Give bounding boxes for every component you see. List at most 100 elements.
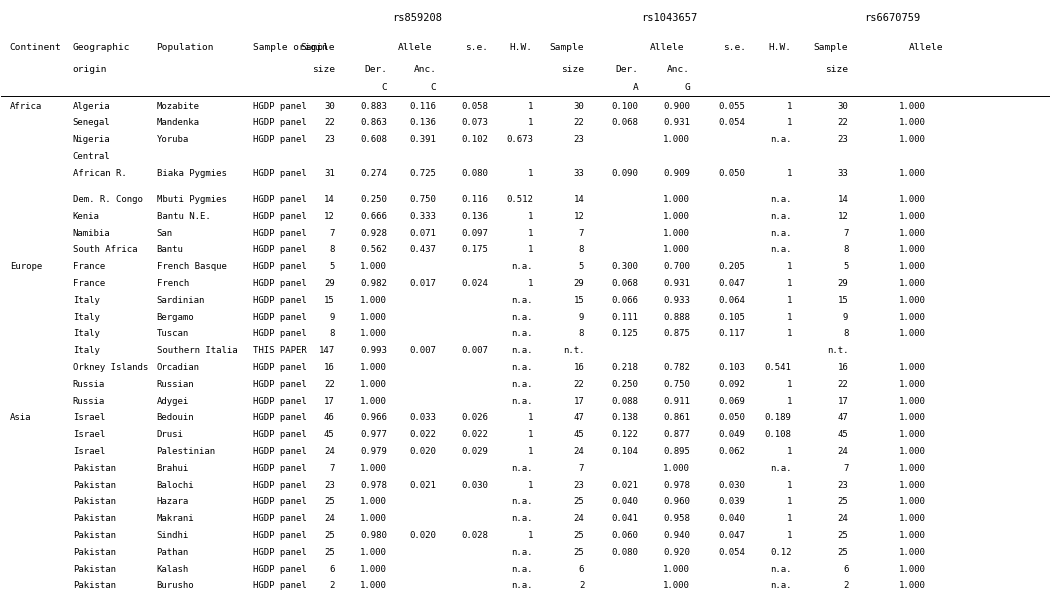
Text: 0.931: 0.931 xyxy=(663,118,691,128)
Text: H.W.: H.W. xyxy=(768,43,791,52)
Text: 1.000: 1.000 xyxy=(360,296,387,305)
Text: 1: 1 xyxy=(528,481,533,489)
Text: n.a.: n.a. xyxy=(770,135,791,144)
Text: 1: 1 xyxy=(786,169,791,178)
Text: HGDP panel: HGDP panel xyxy=(253,279,307,288)
Text: s.e.: s.e. xyxy=(723,43,745,52)
Text: 0.020: 0.020 xyxy=(410,531,436,540)
Text: n.a.: n.a. xyxy=(512,262,533,271)
Text: 1.000: 1.000 xyxy=(899,245,926,254)
Text: 0.136: 0.136 xyxy=(410,118,436,128)
Text: 0.979: 0.979 xyxy=(360,447,387,456)
Text: 6: 6 xyxy=(579,565,584,574)
Text: Continent: Continent xyxy=(9,43,62,52)
Text: 23: 23 xyxy=(838,135,848,144)
Text: 0.977: 0.977 xyxy=(360,430,387,439)
Text: Pakistan: Pakistan xyxy=(73,481,116,489)
Text: n.a.: n.a. xyxy=(770,582,791,590)
Text: n.a.: n.a. xyxy=(512,497,533,507)
Text: 0.218: 0.218 xyxy=(612,363,639,372)
Text: n.a.: n.a. xyxy=(770,229,791,238)
Text: 0.940: 0.940 xyxy=(663,531,691,540)
Text: n.a.: n.a. xyxy=(512,565,533,574)
Text: n.a.: n.a. xyxy=(512,397,533,406)
Text: HGDP panel: HGDP panel xyxy=(253,195,307,204)
Text: 0.007: 0.007 xyxy=(410,346,436,355)
Text: 1.000: 1.000 xyxy=(663,195,691,204)
Text: n.a.: n.a. xyxy=(770,565,791,574)
Text: 0.920: 0.920 xyxy=(663,548,691,557)
Text: 1: 1 xyxy=(786,481,791,489)
Text: Allele: Allele xyxy=(397,43,432,52)
Text: 5: 5 xyxy=(329,262,334,271)
Text: 1: 1 xyxy=(528,229,533,238)
Text: 0.931: 0.931 xyxy=(663,279,691,288)
Text: 23: 23 xyxy=(324,135,334,144)
Text: 1: 1 xyxy=(786,531,791,540)
Text: 5: 5 xyxy=(843,262,848,271)
Text: 1.000: 1.000 xyxy=(663,582,691,590)
Text: HGDP panel: HGDP panel xyxy=(253,464,307,473)
Text: 7: 7 xyxy=(329,464,334,473)
Text: 33: 33 xyxy=(574,169,584,178)
Text: Africa: Africa xyxy=(9,102,42,110)
Text: rs6670759: rs6670759 xyxy=(864,13,921,23)
Text: 0.049: 0.049 xyxy=(719,430,745,439)
Text: 0.750: 0.750 xyxy=(663,380,691,389)
Text: 15: 15 xyxy=(574,296,584,305)
Text: 0.097: 0.097 xyxy=(461,229,488,238)
Text: 0.030: 0.030 xyxy=(719,481,745,489)
Text: Russian: Russian xyxy=(157,380,194,389)
Text: 1.000: 1.000 xyxy=(360,329,387,339)
Text: 8: 8 xyxy=(329,245,334,254)
Text: HGDP panel: HGDP panel xyxy=(253,582,307,590)
Text: 0.040: 0.040 xyxy=(719,514,745,523)
Text: 7: 7 xyxy=(843,229,848,238)
Text: 16: 16 xyxy=(838,363,848,372)
Text: n.a.: n.a. xyxy=(512,582,533,590)
Text: HGDP panel: HGDP panel xyxy=(253,211,307,221)
Text: Namibia: Namibia xyxy=(73,229,110,238)
Text: Geographic: Geographic xyxy=(73,43,130,52)
Text: 0.092: 0.092 xyxy=(719,380,745,389)
Text: Yoruba: Yoruba xyxy=(157,135,189,144)
Text: 1.000: 1.000 xyxy=(899,397,926,406)
Text: Allele: Allele xyxy=(651,43,685,52)
Text: A: A xyxy=(633,83,639,91)
Text: HGDP panel: HGDP panel xyxy=(253,329,307,339)
Text: HGDP panel: HGDP panel xyxy=(253,229,307,238)
Text: C: C xyxy=(382,83,387,91)
Text: Pakistan: Pakistan xyxy=(73,497,116,507)
Text: 30: 30 xyxy=(574,102,584,110)
Text: H.W.: H.W. xyxy=(510,43,533,52)
Text: n.a.: n.a. xyxy=(512,514,533,523)
Text: 24: 24 xyxy=(574,514,584,523)
Text: 23: 23 xyxy=(574,135,584,144)
Text: 0.021: 0.021 xyxy=(612,481,639,489)
Text: 0.102: 0.102 xyxy=(461,135,488,144)
Text: 14: 14 xyxy=(574,195,584,204)
Text: 1: 1 xyxy=(528,211,533,221)
Text: 147: 147 xyxy=(318,346,334,355)
Text: South Africa: South Africa xyxy=(73,245,138,254)
Text: 0.978: 0.978 xyxy=(663,481,691,489)
Text: 22: 22 xyxy=(838,118,848,128)
Text: 2: 2 xyxy=(843,582,848,590)
Text: 0.673: 0.673 xyxy=(506,135,533,144)
Text: 0.189: 0.189 xyxy=(765,413,791,422)
Text: 1.000: 1.000 xyxy=(899,102,926,110)
Text: Balochi: Balochi xyxy=(157,481,194,489)
Text: 0.017: 0.017 xyxy=(410,279,436,288)
Text: Nigeria: Nigeria xyxy=(73,135,110,144)
Text: 1.000: 1.000 xyxy=(899,296,926,305)
Text: 0.058: 0.058 xyxy=(461,102,488,110)
Text: Kenia: Kenia xyxy=(73,211,100,221)
Text: 0.030: 0.030 xyxy=(461,481,488,489)
Text: 0.022: 0.022 xyxy=(410,430,436,439)
Text: 1.000: 1.000 xyxy=(899,514,926,523)
Text: 1: 1 xyxy=(528,413,533,422)
Text: HGDP panel: HGDP panel xyxy=(253,296,307,305)
Text: 0.782: 0.782 xyxy=(663,363,691,372)
Text: Bedouin: Bedouin xyxy=(157,413,194,422)
Text: 1: 1 xyxy=(528,430,533,439)
